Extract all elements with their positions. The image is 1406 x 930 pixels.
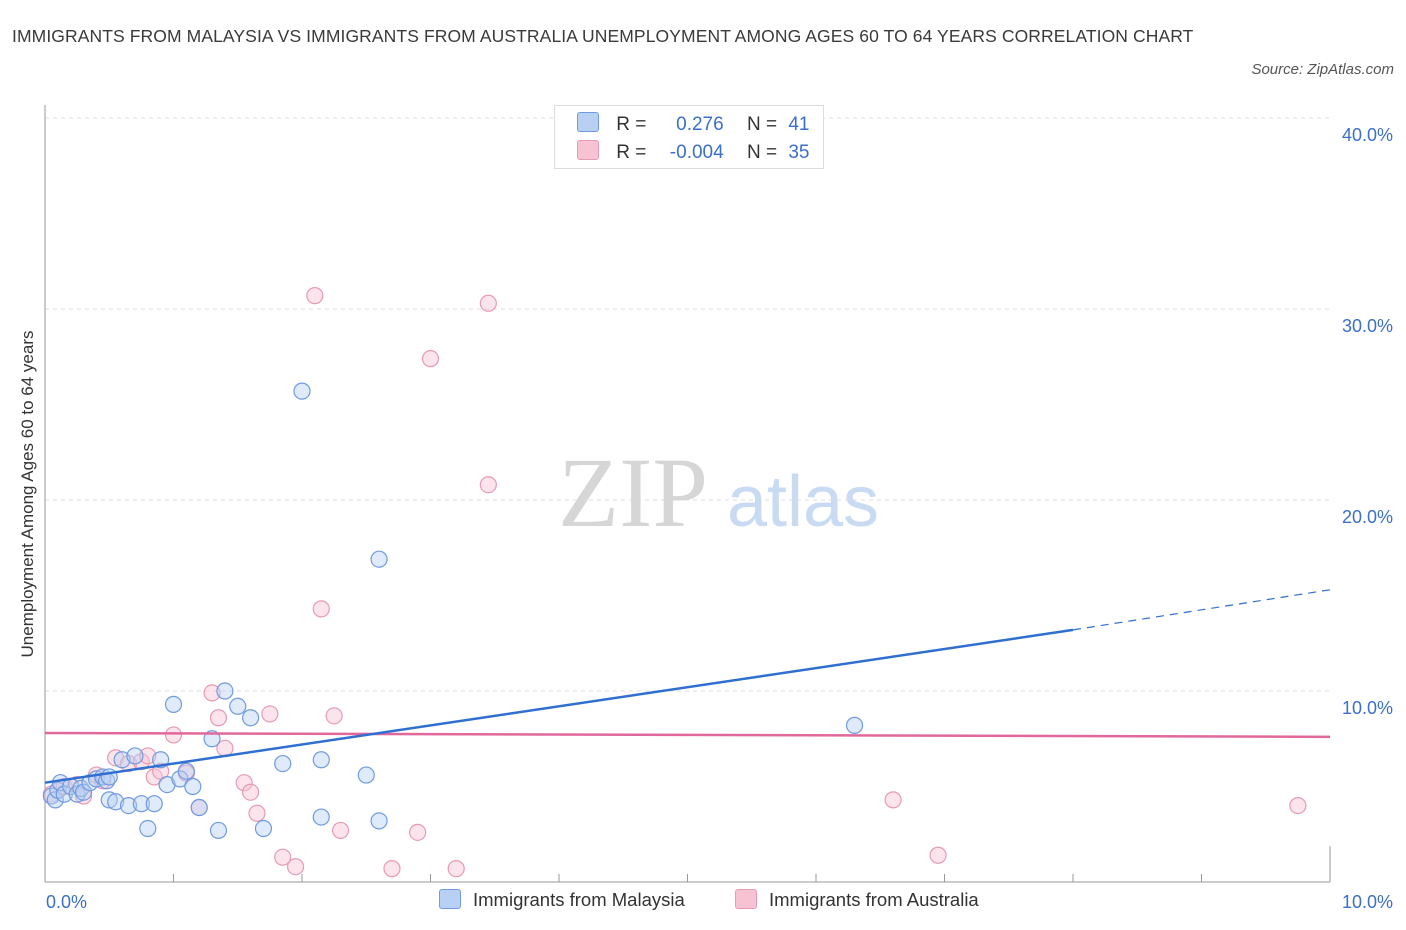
australia-point-16 xyxy=(203,684,221,702)
australia-point-26 xyxy=(312,600,330,618)
malaysia-point-19 xyxy=(132,795,150,813)
malaysia-point-33 xyxy=(242,709,260,727)
watermark-zip: ZIP xyxy=(558,437,708,548)
malaysia-point-42 xyxy=(845,716,864,734)
legend-row-malaysia: R = 0.276 N = 41 xyxy=(577,112,809,138)
malaysia-point-40 xyxy=(370,812,388,830)
australia-point-21 xyxy=(248,804,266,822)
bottom-australia-swatch xyxy=(735,889,757,909)
y-tick-label-1: 20.0% xyxy=(1342,507,1393,527)
malaysia-point-1 xyxy=(46,791,64,809)
australia-point-17 xyxy=(209,709,228,727)
watermark: ZIP atlas xyxy=(558,437,879,548)
malaysia-n-value: 41 xyxy=(788,114,810,135)
australia-point-20 xyxy=(242,783,260,801)
correlation-legend: R = 0.276 N = 41 R = -0.004 N = 35 xyxy=(554,105,824,169)
australia-point-37 xyxy=(1289,796,1307,815)
australia-points xyxy=(42,287,1307,878)
bottom-legend-malaysia: Immigrants from Malaysia xyxy=(439,889,685,911)
australia-point-22 xyxy=(261,705,279,723)
malaysia-trend-line xyxy=(44,628,1074,784)
australia-r-value: -0.004 xyxy=(669,142,724,163)
australia-point-32 xyxy=(447,860,465,878)
y-tick-label-3: 40.0% xyxy=(1342,125,1393,145)
australia-n-label: N = xyxy=(746,142,778,163)
chart-title: IMMIGRANTS FROM MALAYSIA VS IMMIGRANTS F… xyxy=(12,26,1194,46)
malaysia-points xyxy=(42,382,864,840)
malaysia-point-39 xyxy=(357,766,375,784)
malaysia-point-8 xyxy=(74,783,93,801)
australia-point-30 xyxy=(409,823,427,841)
y-tick-labels: 10.0% 20.0% 30.0% 40.0% xyxy=(1342,125,1393,718)
malaysia-point-41 xyxy=(370,550,388,568)
australia-point-9 xyxy=(132,753,150,771)
bottom-australia-label: Immigrants from Australia xyxy=(769,889,979,910)
australia-point-11 xyxy=(145,768,163,786)
malaysia-point-14 xyxy=(107,793,125,811)
malaysia-r-value: 0.276 xyxy=(676,114,724,135)
malaysia-swatch xyxy=(577,112,599,132)
y-tick-label-2: 30.0% xyxy=(1342,316,1393,336)
trend-lines xyxy=(44,589,1331,784)
australia-point-23 xyxy=(274,848,292,866)
malaysia-n-label: N = xyxy=(746,114,778,135)
australia-trend-line xyxy=(44,731,1331,739)
malaysia-r-label: R = xyxy=(616,114,647,135)
malaysia-point-35 xyxy=(274,754,292,773)
legend-row-australia: R = -0.004 N = 35 xyxy=(577,140,809,166)
malaysia-point-38 xyxy=(312,808,330,826)
australia-point-36 xyxy=(929,846,947,864)
australia-point-13 xyxy=(164,726,183,744)
malaysia-point-24 xyxy=(164,695,183,713)
malaysia-point-30 xyxy=(209,821,228,840)
bottom-malaysia-label: Immigrants from Malaysia xyxy=(473,889,685,910)
y-axis-label: Unemployment Among Ages 60 to 64 years xyxy=(18,331,37,658)
malaysia-point-13 xyxy=(100,791,118,809)
bottom-legend-australia: Immigrants from Australia xyxy=(735,889,979,911)
australia-point-25 xyxy=(306,287,324,305)
malaysia-point-21 xyxy=(145,795,163,813)
australia-point-34 xyxy=(479,476,497,494)
x-tick-label-max: 10.0% xyxy=(1342,892,1393,912)
malaysia-point-34 xyxy=(254,819,273,838)
australia-point-27 xyxy=(325,707,343,725)
malaysia-trend-extension xyxy=(1072,589,1331,631)
australia-point-24 xyxy=(286,858,305,876)
australia-n-value: 35 xyxy=(788,142,810,163)
malaysia-point-16 xyxy=(113,751,131,769)
malaysia-point-26 xyxy=(177,762,195,780)
australia-point-33 xyxy=(479,294,497,312)
y-tick-label-0: 10.0% xyxy=(1342,698,1393,718)
malaysia-point-18 xyxy=(126,747,144,765)
malaysia-point-37 xyxy=(312,751,330,769)
watermark-atlas: atlas xyxy=(727,462,879,542)
grid-lines xyxy=(45,117,1330,692)
malaysia-point-20 xyxy=(139,819,157,838)
malaysia-point-28 xyxy=(190,798,208,817)
malaysia-point-17 xyxy=(119,796,138,815)
malaysia-point-27 xyxy=(184,777,202,796)
malaysia-point-36 xyxy=(293,382,311,400)
source-label: Source: ZipAtlas.com xyxy=(1251,61,1394,78)
x-tick-labels: 0.0% 10.0% xyxy=(46,892,1393,912)
malaysia-point-32 xyxy=(229,697,247,715)
australia-point-35 xyxy=(884,791,902,809)
bottom-malaysia-swatch xyxy=(439,889,461,909)
axes xyxy=(44,105,1331,883)
australia-point-28 xyxy=(331,821,350,840)
australia-point-31 xyxy=(421,350,440,368)
australia-swatch xyxy=(577,140,599,160)
x-tick-label-min: 0.0% xyxy=(46,892,87,912)
australia-r-label: R = xyxy=(616,142,647,163)
australia-point-10 xyxy=(139,747,157,765)
malaysia-point-31 xyxy=(216,682,234,700)
australia-point-19 xyxy=(235,774,253,792)
australia-point-29 xyxy=(383,860,401,878)
